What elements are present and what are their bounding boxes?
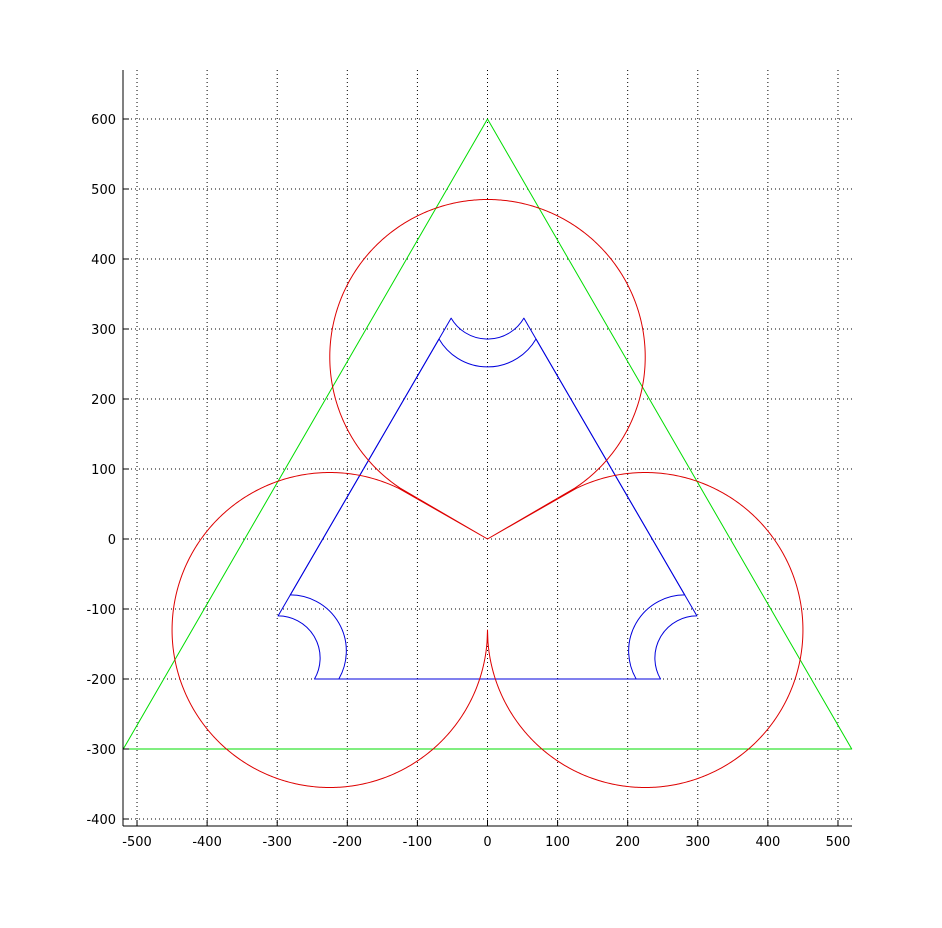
x-tick-label: 100 <box>545 835 570 850</box>
y-tick-label: 400 <box>91 253 116 268</box>
y-tick-label: 100 <box>91 463 116 478</box>
y-axis-ticks: -400 -300 -200 -100 0 100 200 300 400 500 600 <box>86 113 129 828</box>
y-tick-label: -100 <box>86 603 116 618</box>
y-tick-label: 300 <box>91 323 116 338</box>
x-tick-label: 0 <box>483 835 491 850</box>
y-tick-label: -200 <box>86 673 116 688</box>
y-tick-label: 600 <box>91 113 116 128</box>
x-tick-label: 200 <box>615 835 640 850</box>
x-tick-label: -100 <box>403 835 433 850</box>
x-axis-ticks: -500 -400 -300 -200 -100 0 100 200 300 400 500 <box>122 820 850 850</box>
x-tick-label: 300 <box>685 835 710 850</box>
x-tick-label: -500 <box>122 835 152 850</box>
y-tick-label: 0 <box>108 533 116 548</box>
trefoil-curve <box>171 199 804 788</box>
track-line <box>289 338 686 680</box>
series-layer <box>122 118 853 788</box>
x-tick-label: 500 <box>826 835 851 850</box>
x-tick-label: -400 <box>192 835 222 850</box>
y-tick-label: 200 <box>91 393 116 408</box>
x-tick-label: 400 <box>755 835 780 850</box>
x-tick-label: -300 <box>262 835 292 850</box>
y-tick-label: 500 <box>91 183 116 198</box>
y-tick-label: -400 <box>86 813 116 828</box>
y-tick-label: -300 <box>86 743 116 758</box>
triangle-line <box>122 118 853 750</box>
x-tick-label: -200 <box>333 835 363 850</box>
track-line <box>277 317 698 680</box>
